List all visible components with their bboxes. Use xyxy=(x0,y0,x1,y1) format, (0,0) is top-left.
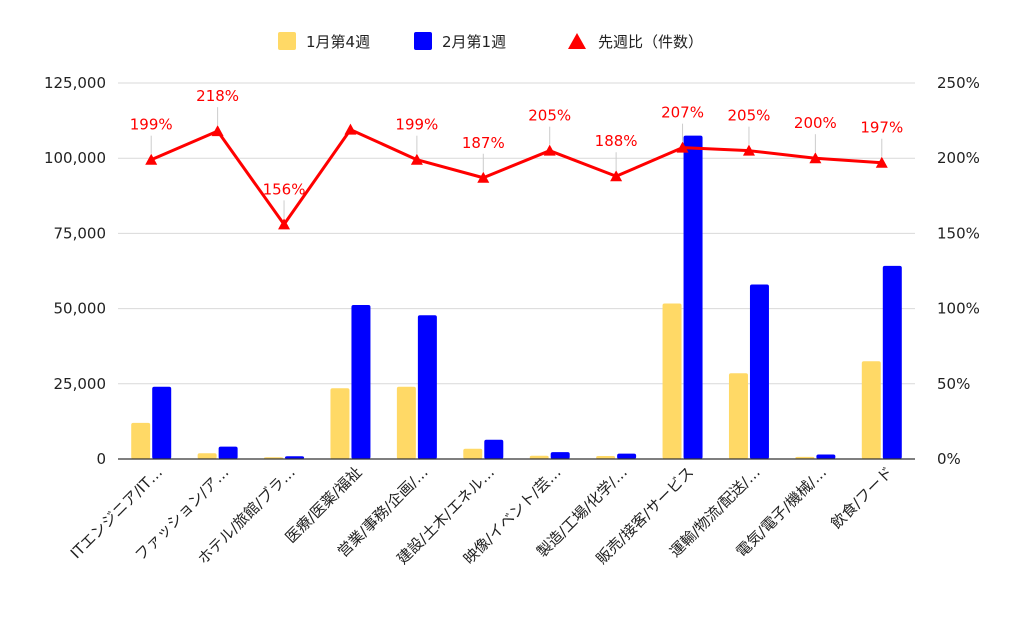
ratio-line: 199% 218% 156% 199% 187% 205% 188% 207% 205% 200%… xyxy=(130,87,903,230)
y-left-tick-label: 100,000 xyxy=(44,149,106,167)
ratio-point xyxy=(676,141,689,153)
bar-jan-week4 xyxy=(197,453,217,459)
bar-jan-week4 xyxy=(662,303,682,459)
ratio-data-label: 207% xyxy=(661,104,704,122)
bar-jan-week4 xyxy=(596,455,616,459)
bar-jan-week4 xyxy=(463,448,483,459)
ratio-data-label: 218% xyxy=(196,87,239,105)
ratio-point xyxy=(809,152,822,164)
bar-jan-week4 xyxy=(861,361,881,459)
legend-swatch-jan-week4 xyxy=(278,32,296,50)
y-right-tick-label: 200% xyxy=(937,149,980,167)
ratio-point xyxy=(875,156,888,168)
ratio-data-label: 199% xyxy=(130,116,173,134)
ratio-polyline xyxy=(150,128,882,226)
bar-feb-week1 xyxy=(749,284,769,459)
bar-feb-week1 xyxy=(882,265,902,459)
ratio-point xyxy=(145,153,158,165)
bar-feb-week1 xyxy=(417,315,437,459)
ratio-data-label: 188% xyxy=(595,132,638,150)
y-left-tick-label: 125,000 xyxy=(44,74,106,92)
ratio-point xyxy=(742,144,755,156)
y-axis-right: 0% 50% 100% 150% 200% 250% xyxy=(937,74,980,468)
y-right-tick-label: 150% xyxy=(937,224,980,242)
legend: 1月第4週 2月第1週 先週比（件数） xyxy=(278,32,703,51)
y-left-tick-label: 75,000 xyxy=(54,224,107,242)
ratio-point xyxy=(278,218,291,230)
ratio-data-label: 205% xyxy=(728,107,771,125)
bar-feb-week1 xyxy=(617,453,637,459)
ratio-point xyxy=(477,171,490,183)
y-axis-left: 0 25,000 50,000 75,000 100,000 125,000 xyxy=(44,74,106,468)
bar-feb-week1 xyxy=(683,135,703,459)
legend-marker-ratio xyxy=(568,33,586,49)
ratio-point xyxy=(543,144,556,156)
legend-label-jan-week4: 1月第4週 xyxy=(306,33,370,51)
y-right-tick-label: 100% xyxy=(937,300,980,318)
ratio-data-label: 197% xyxy=(860,119,903,137)
bar-jan-week4 xyxy=(131,422,151,459)
y-left-tick-label: 50,000 xyxy=(54,300,107,318)
bar-jan-week4 xyxy=(396,386,416,459)
ratio-data-label: 187% xyxy=(462,134,505,152)
y-left-tick-label: 25,000 xyxy=(54,375,107,393)
ratio-data-label: 205% xyxy=(528,107,571,125)
gridlines xyxy=(118,82,915,385)
ratio-point xyxy=(344,123,357,135)
bars xyxy=(131,135,902,459)
y-right-tick-label: 50% xyxy=(937,375,970,393)
ratio-data-label: 200% xyxy=(794,114,837,132)
legend-label-feb-week1: 2月第1週 xyxy=(442,33,506,51)
y-left-tick-label: 0 xyxy=(96,450,106,468)
bar-jan-week4 xyxy=(330,388,350,459)
ratio-data-label: 199% xyxy=(395,116,438,134)
x-tick-label: 飲食/フード xyxy=(827,463,896,532)
bar-feb-week1 xyxy=(351,304,371,459)
bar-feb-week1 xyxy=(484,439,504,459)
legend-label-ratio: 先週比（件数） xyxy=(598,33,703,51)
ratio-data-label: 156% xyxy=(263,180,306,198)
bar-feb-week1 xyxy=(550,452,570,459)
ratio-point xyxy=(211,125,224,137)
ratio-point xyxy=(410,153,423,165)
bar-feb-week1 xyxy=(152,386,172,459)
bar-feb-week1 xyxy=(218,446,238,459)
y-right-tick-label: 250% xyxy=(937,74,980,92)
y-right-tick-label: 0% xyxy=(937,450,961,468)
bar-feb-week1 xyxy=(816,454,836,459)
bar-jan-week4 xyxy=(728,373,748,459)
legend-swatch-feb-week1 xyxy=(414,32,432,50)
bar-feb-week1 xyxy=(285,456,305,459)
ratio-point xyxy=(610,170,623,182)
bar-jan-week4 xyxy=(529,455,549,459)
x-axis: ITエンジニア/IT…ファッション/ア…ホテル/旅館/ブラ…医療/医薬/福祉営業… xyxy=(67,458,915,568)
